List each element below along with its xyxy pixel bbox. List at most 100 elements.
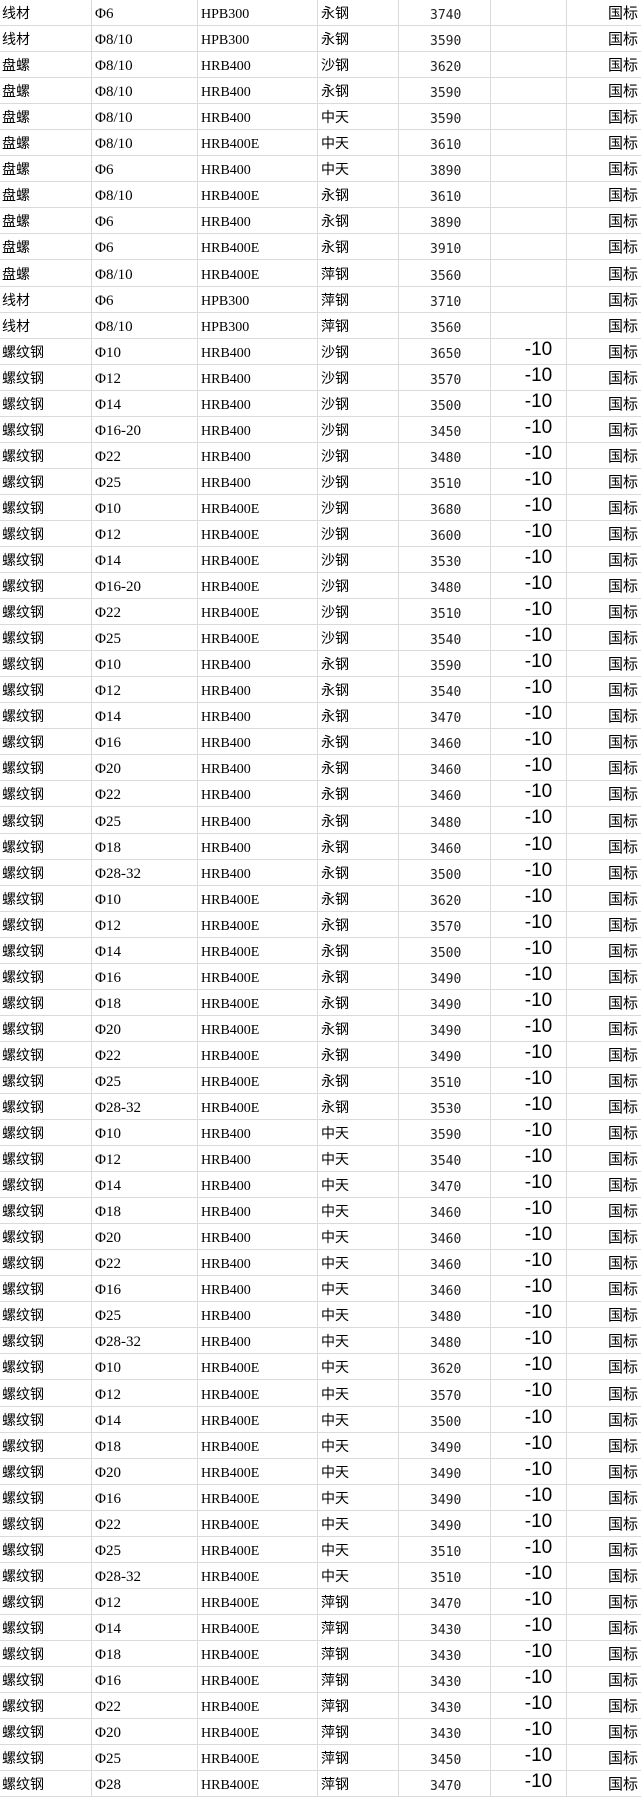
mill-cell[interactable]: 中天 [318, 1302, 399, 1328]
grade-cell[interactable]: HRB400E [198, 1093, 318, 1120]
price-cell[interactable]: 3610 [399, 130, 491, 156]
mill-cell[interactable]: 中天 [318, 1276, 399, 1302]
standard-cell[interactable]: 国标 [607, 160, 638, 179]
grade-cell[interactable]: HRB400E [198, 937, 318, 963]
standard-cell[interactable]: 国标 [607, 1176, 638, 1195]
spec-cell[interactable]: Φ16-20 [92, 573, 198, 599]
price-cell[interactable]: 3620 [399, 52, 491, 78]
mill-cell[interactable]: 沙钢 [318, 390, 399, 416]
spec-cell[interactable]: Φ16 [92, 1276, 198, 1302]
price-cell[interactable]: 3500 [399, 1406, 491, 1432]
spec-cell[interactable]: Φ22 [92, 1510, 198, 1536]
grade-cell[interactable]: HRB400E [198, 989, 318, 1015]
mill-cell[interactable]: 永钢 [318, 1093, 399, 1120]
spec-cell[interactable]: Φ14 [92, 937, 198, 963]
product-cell[interactable]: 螺纹钢 [0, 989, 92, 1015]
spec-cell[interactable]: Φ6 [92, 156, 198, 182]
change-cell[interactable] [491, 0, 567, 26]
grade-cell[interactable]: HRB400E [198, 182, 318, 208]
product-cell[interactable]: 螺纹钢 [0, 599, 92, 625]
product-cell[interactable]: 螺纹钢 [0, 1536, 92, 1562]
spec-cell[interactable]: Φ14 [92, 546, 198, 573]
change-cell[interactable]: -10 [491, 911, 567, 937]
change-cell[interactable]: -10 [491, 1093, 567, 1120]
product-cell[interactable]: 螺纹钢 [0, 520, 92, 546]
standard-cell[interactable]: 国标 [607, 967, 638, 986]
spec-cell[interactable]: Φ28-32 [92, 859, 198, 885]
price-cell[interactable]: 3620 [399, 885, 491, 911]
grade-cell[interactable]: HRB400E [198, 1640, 318, 1666]
grade-cell[interactable]: HRB400 [198, 78, 318, 104]
change-cell[interactable]: -10 [491, 1562, 567, 1588]
change-cell[interactable] [491, 182, 567, 208]
change-cell[interactable]: -10 [491, 1588, 567, 1614]
change-cell[interactable] [491, 312, 567, 338]
standard-cell[interactable]: 国标 [607, 941, 638, 960]
grade-cell[interactable]: HRB400E [198, 573, 318, 599]
spec-cell[interactable]: Φ8/10 [92, 130, 198, 156]
change-cell[interactable]: -10 [491, 625, 567, 651]
spec-cell[interactable]: Φ16 [92, 1667, 198, 1693]
grade-cell[interactable]: HRB400E [198, 520, 318, 546]
grade-cell[interactable]: HRB400E [198, 1458, 318, 1484]
grade-cell[interactable]: HRB400E [198, 1614, 318, 1640]
product-cell[interactable]: 螺纹钢 [0, 1771, 92, 1797]
mill-cell[interactable]: 萍钢 [318, 312, 399, 338]
standard-cell[interactable]: 国标 [607, 420, 638, 439]
product-cell[interactable]: 螺纹钢 [0, 364, 92, 390]
mill-cell[interactable]: 永钢 [318, 729, 399, 755]
spec-cell[interactable]: Φ22 [92, 781, 198, 807]
grade-cell[interactable]: HRB400 [198, 208, 318, 234]
price-cell[interactable]: 3460 [399, 1198, 491, 1224]
product-cell[interactable]: 螺纹钢 [0, 442, 92, 468]
grade-cell[interactable]: HRB400E [198, 1041, 318, 1067]
spec-cell[interactable]: Φ16-20 [92, 416, 198, 442]
product-cell[interactable]: 螺纹钢 [0, 1640, 92, 1666]
spec-cell[interactable]: Φ8/10 [92, 182, 198, 208]
change-cell[interactable]: -10 [491, 1432, 567, 1458]
price-cell[interactable]: 3490 [399, 1510, 491, 1536]
price-cell[interactable]: 3590 [399, 78, 491, 104]
grade-cell[interactable]: HPB300 [198, 26, 318, 52]
change-cell[interactable]: -10 [491, 1041, 567, 1067]
grade-cell[interactable]: HRB400E [198, 1015, 318, 1041]
standard-cell[interactable]: 国标 [607, 1749, 638, 1768]
price-cell[interactable]: 3910 [399, 234, 491, 260]
product-cell[interactable]: 螺纹钢 [0, 1562, 92, 1588]
grade-cell[interactable]: HRB400 [198, 755, 318, 781]
spec-cell[interactable]: Φ18 [92, 833, 198, 859]
product-cell[interactable]: 螺纹钢 [0, 1693, 92, 1719]
price-cell[interactable]: 3460 [399, 1250, 491, 1276]
mill-cell[interactable]: 萍钢 [318, 1745, 399, 1771]
product-cell[interactable]: 螺纹钢 [0, 1172, 92, 1198]
standard-cell[interactable]: 国标 [607, 4, 638, 23]
price-cell[interactable]: 3500 [399, 937, 491, 963]
spec-cell[interactable]: Φ14 [92, 703, 198, 729]
product-cell[interactable]: 螺纹钢 [0, 1302, 92, 1328]
change-cell[interactable] [491, 104, 567, 130]
standard-cell[interactable]: 国标 [607, 1671, 638, 1690]
standard-cell[interactable]: 国标 [607, 498, 638, 517]
change-cell[interactable] [491, 156, 567, 182]
price-cell[interactable]: 3480 [399, 1302, 491, 1328]
product-cell[interactable]: 螺纹钢 [0, 833, 92, 859]
mill-cell[interactable]: 永钢 [318, 677, 399, 703]
standard-cell[interactable]: 国标 [607, 1384, 638, 1403]
standard-cell[interactable]: 国标 [607, 108, 638, 127]
price-cell[interactable]: 3500 [399, 390, 491, 416]
grade-cell[interactable]: HRB400 [198, 1276, 318, 1302]
mill-cell[interactable]: 永钢 [318, 26, 399, 52]
standard-cell[interactable]: 国标 [607, 1019, 638, 1038]
price-cell[interactable]: 3650 [399, 338, 491, 364]
spec-cell[interactable]: Φ8/10 [92, 260, 198, 286]
grade-cell[interactable]: HRB400E [198, 1693, 318, 1719]
change-cell[interactable]: -10 [491, 1484, 567, 1510]
product-cell[interactable]: 盘螺 [0, 234, 92, 260]
product-cell[interactable]: 螺纹钢 [0, 338, 92, 364]
standard-cell[interactable]: 国标 [607, 316, 638, 335]
standard-cell[interactable]: 国标 [607, 1566, 638, 1585]
grade-cell[interactable]: HRB400 [198, 1302, 318, 1328]
product-cell[interactable]: 螺纹钢 [0, 1510, 92, 1536]
price-cell[interactable]: 3540 [399, 1146, 491, 1172]
spec-cell[interactable]: Φ18 [92, 1432, 198, 1458]
